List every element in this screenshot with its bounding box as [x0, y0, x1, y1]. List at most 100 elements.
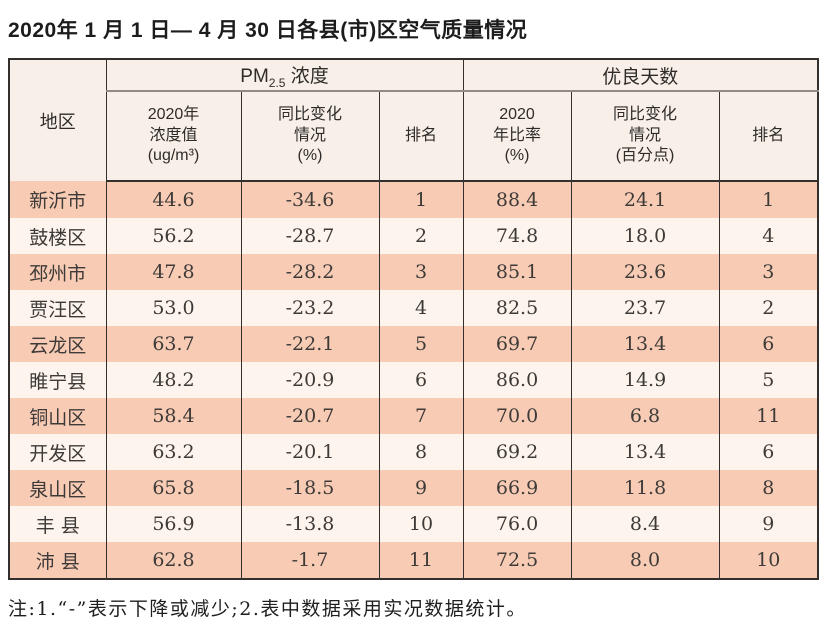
pm-rank-cell: 8: [378, 434, 464, 470]
pm-value-cell: 62.8: [105, 542, 241, 579]
region-cell: 睢宁县: [29, 370, 87, 393]
days-ratio-cell: 88.4: [462, 181, 572, 218]
days-rank-cell: 3: [718, 254, 819, 290]
days-ratio-cell: 82.5: [462, 290, 572, 326]
table-row: 开发区 63.2 -20.1 8 69.2 13.4 6: [9, 434, 819, 470]
pm-change-cell: -18.5: [240, 470, 379, 506]
table-row: 沛 县 62.8 -1.7 11 72.5 8.0 10: [9, 542, 819, 579]
days-change-cell: 8.4: [570, 506, 720, 542]
region-cell: 贾汪区: [29, 298, 87, 321]
days-change-header: 同比变化 情况 (百分点): [570, 91, 720, 182]
pm-value-cell: 63.2: [105, 434, 241, 470]
days-ratio-cell: 66.9: [462, 470, 572, 506]
pm-rank-cell: 9: [378, 470, 464, 506]
region-cell: 铜山区: [29, 406, 87, 429]
sub-header-row: 2020年 浓度值 (ug/m³) 同比变化 情况 (%) 排名 2020 年比…: [9, 91, 819, 182]
table-row: 邳州市 47.8 -28.2 3 85.1 23.6 3: [9, 254, 819, 290]
region-column-header: 地区: [9, 59, 107, 181]
days-change-cell: 11.8: [570, 470, 720, 506]
footnote: 注:1.“-”表示下降或减少;2.表中数据采用实况数据统计。: [8, 598, 527, 620]
days-ratio-cell: 72.5: [462, 542, 572, 579]
days-rank-cell: 1: [718, 181, 819, 218]
days-ratio-cell: 76.0: [462, 506, 572, 542]
pm-rank-cell: 11: [378, 542, 464, 579]
pm-change-cell: -20.1: [240, 434, 379, 470]
days-ratio-cell: 74.8: [462, 218, 572, 254]
region-cell: 丰 县: [35, 514, 80, 537]
page-title: 2020年 1 月 1 日— 4 月 30 日各县(市)区空气质量情况: [8, 19, 528, 42]
days-ratio-cell: 69.2: [462, 434, 572, 470]
pm-value-cell: 47.8: [105, 254, 241, 290]
days-change-cell: 18.0: [570, 218, 720, 254]
days-rank-cell: 8: [718, 470, 819, 506]
pm-change-cell: -28.2: [240, 254, 379, 290]
table-row: 铜山区 58.4 -20.7 7 70.0 6.8 11: [9, 398, 819, 434]
pm-rank-cell: 1: [378, 181, 464, 218]
pm-change-cell: -20.7: [240, 398, 379, 434]
table-row: 丰 县 56.9 -13.8 10 76.0 8.4 9: [9, 506, 819, 542]
days-ratio-header: 2020 年比率 (%): [462, 91, 572, 182]
days-change-cell: 13.4: [570, 434, 720, 470]
table-row: 睢宁县 48.2 -20.9 6 86.0 14.9 5: [9, 362, 819, 398]
pm-value-cell: 58.4: [105, 398, 241, 434]
table-row: 泉山区 65.8 -18.5 9 66.9 11.8 8: [9, 470, 819, 506]
table-header: 地区 PM2.5 浓度 优良天数 2020年 浓度值 (ug/m³) 同比变化 …: [9, 59, 819, 182]
pm-value-cell: 65.8: [105, 470, 241, 506]
air-quality-table: 地区 PM2.5 浓度 优良天数 2020年 浓度值 (ug/m³) 同比变化 …: [8, 58, 820, 580]
region-cell: 新沂市: [29, 190, 87, 212]
days-ratio-cell: 85.1: [462, 254, 572, 290]
days-rank-cell: 9: [718, 506, 819, 542]
days-rank-cell: 6: [718, 326, 819, 362]
region-cell: 沛 县: [35, 550, 80, 573]
pm-value-cell: 53.0: [105, 290, 241, 326]
pm-change-cell: -28.7: [240, 218, 379, 254]
region-cell: 云龙区: [29, 334, 87, 357]
region-cell: 邳州市: [29, 262, 87, 285]
pm-value-cell: 56.9: [105, 506, 241, 542]
pm-change-cell: -34.6: [240, 181, 379, 218]
pm-rank-header: 排名: [378, 91, 464, 182]
pm-rank-cell: 7: [378, 398, 464, 434]
pm-change-cell: -23.2: [240, 290, 379, 326]
table-body: 新沂市 44.6 -34.6 1 88.4 24.1 1 鼓楼区 56.2 -2…: [9, 181, 819, 579]
table-row: 贾汪区 53.0 -23.2 4 82.5 23.7 2: [9, 290, 819, 326]
pm-rank-cell: 5: [378, 326, 464, 362]
good-days-group-header: 优良天数: [462, 59, 819, 92]
days-ratio-cell: 86.0: [462, 362, 572, 398]
days-ratio-cell: 69.7: [462, 326, 572, 362]
pm25-group-header: PM2.5 浓度: [106, 59, 464, 92]
region-cell: 开发区: [29, 442, 87, 465]
table-row: 云龙区 63.7 -22.1 5 69.7 13.4 6: [9, 326, 819, 362]
pm-value-cell: 48.2: [105, 362, 241, 398]
pm-change-cell: -1.7: [240, 542, 379, 579]
pm-value-cell: 56.2: [105, 218, 241, 254]
table-row: 新沂市 44.6 -34.6 1 88.4 24.1 1: [9, 181, 819, 218]
pm-change-header: 同比变化 情况 (%): [240, 91, 379, 182]
pm-rank-cell: 2: [378, 218, 464, 254]
pm-change-cell: -22.1: [240, 326, 379, 362]
group-header-row: 地区 PM2.5 浓度 优良天数: [9, 59, 819, 181]
pm-value-cell: 44.6: [105, 181, 241, 218]
days-change-cell: 6.8: [570, 398, 720, 434]
region-cell: 泉山区: [29, 478, 87, 501]
days-rank-cell: 6: [718, 434, 819, 470]
region-cell: 鼓楼区: [29, 226, 87, 249]
pm25-subscript: 2.5: [268, 75, 286, 90]
days-rank-cell: 11: [718, 398, 819, 434]
pm-change-cell: -20.9: [240, 362, 379, 398]
days-rank-cell: 10: [718, 542, 819, 579]
pm-rank-cell: 10: [378, 506, 464, 542]
days-rank-cell: 4: [718, 218, 819, 254]
pm-value-cell: 63.7: [105, 326, 241, 362]
pm-rank-cell: 4: [378, 290, 464, 326]
days-change-cell: 8.0: [570, 542, 720, 579]
days-change-cell: 23.7: [570, 290, 720, 326]
pm-change-cell: -13.8: [240, 506, 379, 542]
pm-value-header: 2020年 浓度值 (ug/m³): [105, 91, 241, 182]
days-rank-cell: 2: [718, 290, 819, 326]
days-ratio-cell: 70.0: [462, 398, 572, 434]
pm-rank-cell: 3: [378, 254, 464, 290]
days-change-cell: 24.1: [570, 181, 720, 218]
days-change-cell: 13.4: [570, 326, 720, 362]
pm-rank-cell: 6: [378, 362, 464, 398]
